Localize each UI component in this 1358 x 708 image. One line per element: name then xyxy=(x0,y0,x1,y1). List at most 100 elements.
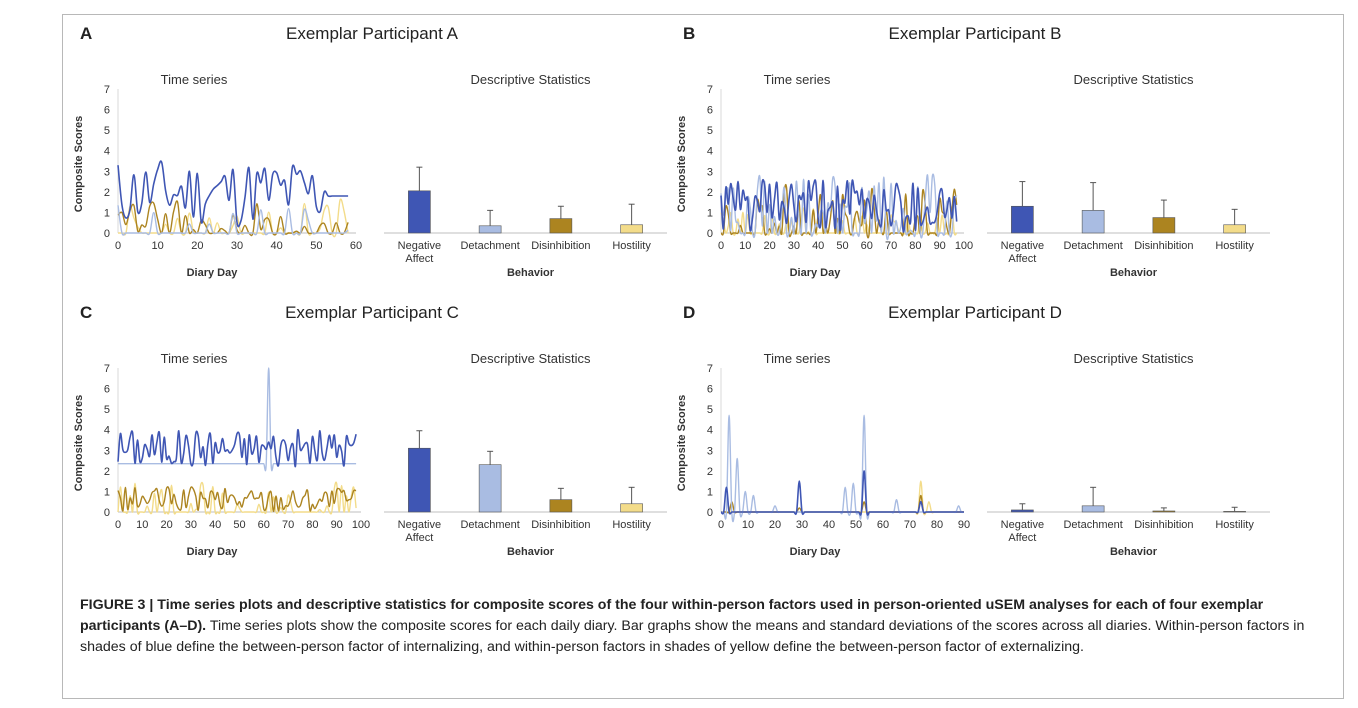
y-axis-label: Composite Scores xyxy=(676,116,688,213)
y-tick-label: 3 xyxy=(104,166,110,178)
x-tick-label: 70 xyxy=(904,519,916,531)
panel-title: Exemplar Participant B xyxy=(888,24,1062,43)
x-tick-label: 100 xyxy=(352,519,370,531)
time-series-title: Time series xyxy=(161,72,228,87)
bar-negative-affect xyxy=(408,447,431,513)
x-tick-label: 50 xyxy=(310,240,322,252)
x-tick-label: 0 xyxy=(115,240,121,252)
bar-category-label: Negative xyxy=(398,519,441,531)
bar-category-label: Affect xyxy=(405,532,433,544)
bar-category-label: Negative xyxy=(1001,519,1044,531)
x-tick-label: 40 xyxy=(209,519,221,531)
x-tick-label: 50 xyxy=(836,240,848,252)
y-tick-label: 0 xyxy=(104,228,110,240)
bar-category-label: Disinhibition xyxy=(531,519,590,531)
y-tick-label: 1 xyxy=(707,486,713,498)
x-tick-label: 30 xyxy=(796,519,808,531)
series-line-disinhibition xyxy=(117,200,349,237)
y-tick-label: 4 xyxy=(707,146,713,158)
bar-negative-affect xyxy=(1011,509,1034,513)
bar-hostility xyxy=(1223,511,1246,513)
y-tick-label: 6 xyxy=(707,105,713,117)
bar-x-label: Behavior xyxy=(507,267,555,279)
x-tick-label: 70 xyxy=(885,240,897,252)
x-tick-label: 90 xyxy=(958,519,970,531)
bar-category-label: Hostility xyxy=(612,519,651,531)
x-tick-label: 10 xyxy=(152,240,164,252)
x-tick-label: 10 xyxy=(136,519,148,531)
x-tick-label: 20 xyxy=(769,519,781,531)
y-tick-label: 2 xyxy=(104,187,110,199)
x-tick-label: 10 xyxy=(739,240,751,252)
x-tick-label: 90 xyxy=(934,240,946,252)
series-line-disinhibition xyxy=(117,486,357,513)
y-tick-label: 3 xyxy=(104,445,110,457)
y-axis-label: Composite Scores xyxy=(73,395,85,492)
x-tick-label: 60 xyxy=(861,240,873,252)
bar-category-label: Detachment xyxy=(460,240,519,252)
series-line-negative-affect xyxy=(720,178,958,233)
descriptive-stats-title: Descriptive Statistics xyxy=(471,351,591,366)
descriptive-stats-title: Descriptive Statistics xyxy=(1074,351,1194,366)
figure-frame xyxy=(62,14,1344,699)
time-series-title: Time series xyxy=(764,351,831,366)
panel-title: Exemplar Participant A xyxy=(286,24,458,43)
series-line-detachment xyxy=(117,205,349,236)
panel-title: Exemplar Participant D xyxy=(888,303,1062,322)
x-tick-label: 90 xyxy=(331,519,343,531)
y-tick-label: 4 xyxy=(104,146,110,158)
x-tick-label: 60 xyxy=(877,519,889,531)
panel-title: Exemplar Participant C xyxy=(285,303,459,322)
x-tick-label: 60 xyxy=(258,519,270,531)
panel-c-charts: Time series Composite Scores Diary Day 0 1 2 3… xyxy=(73,351,667,558)
y-tick-label: 7 xyxy=(104,363,110,375)
x-tick-label: 50 xyxy=(850,519,862,531)
panel-b-charts: Time series Composite Scores Diary Day 0 1 2 3… xyxy=(676,72,1270,279)
y-axis-label: Composite Scores xyxy=(676,395,688,492)
bar-hostility xyxy=(620,224,643,234)
y-tick-label: 2 xyxy=(707,187,713,199)
bar-category-label: Affect xyxy=(405,253,433,265)
bar-category-label: Detachment xyxy=(1063,519,1122,531)
caption-label: FIGURE 3 | Time series plots and descrip… xyxy=(80,597,1264,634)
y-tick-label: 6 xyxy=(707,384,713,396)
bar-category-label: Affect xyxy=(1008,532,1036,544)
y-tick-label: 4 xyxy=(104,425,110,437)
bar-detachment xyxy=(1081,210,1105,234)
x-tick-label: 30 xyxy=(788,240,800,252)
panel-d: D Exemplar Participant D Time series Comp… xyxy=(665,293,1285,563)
series-line-hostility xyxy=(117,481,357,515)
bar-detachment xyxy=(478,464,502,513)
bar-detachment xyxy=(478,225,502,234)
bar-x-label: Behavior xyxy=(1110,267,1158,279)
time-series-title: Time series xyxy=(764,72,831,87)
panel-b: B Exemplar Participant B Time series Comp… xyxy=(665,14,1285,284)
bar-disinhibition xyxy=(549,499,573,513)
y-tick-label: 5 xyxy=(104,125,110,137)
series-line-negative-affect xyxy=(720,470,964,516)
descriptive-stats-title: Descriptive Statistics xyxy=(1074,72,1194,87)
panel-a-charts: Time series Composite Scores Diary Day 0 1 2 3… xyxy=(73,72,667,279)
caption-text: Time series plots show the composite sco… xyxy=(80,618,1305,655)
bar-category-label: Detachment xyxy=(1063,240,1122,252)
x-tick-label: 0 xyxy=(718,240,724,252)
bar-category-label: Affect xyxy=(1008,253,1036,265)
x-tick-label: 70 xyxy=(282,519,294,531)
bar-category-label: Hostility xyxy=(1215,240,1254,252)
time-series-title: Time series xyxy=(161,351,228,366)
x-tick-label: 60 xyxy=(350,240,362,252)
series-line-hostility xyxy=(117,198,349,238)
y-tick-label: 3 xyxy=(707,166,713,178)
bar-x-label: Behavior xyxy=(1110,546,1158,558)
y-tick-label: 7 xyxy=(104,84,110,96)
x-tick-label: 20 xyxy=(191,240,203,252)
y-tick-label: 6 xyxy=(104,384,110,396)
y-tick-label: 2 xyxy=(707,466,713,478)
series-line-hostility xyxy=(720,205,958,236)
y-axis-label: Composite Scores xyxy=(73,116,85,213)
x-tick-label: 30 xyxy=(231,240,243,252)
bar-category-label: Hostility xyxy=(1215,519,1254,531)
y-tick-label: 0 xyxy=(707,228,713,240)
x-tick-label: 50 xyxy=(233,519,245,531)
panel-d-charts: Time series Composite Scores Diary Day 0 1 2 3… xyxy=(676,351,1270,558)
